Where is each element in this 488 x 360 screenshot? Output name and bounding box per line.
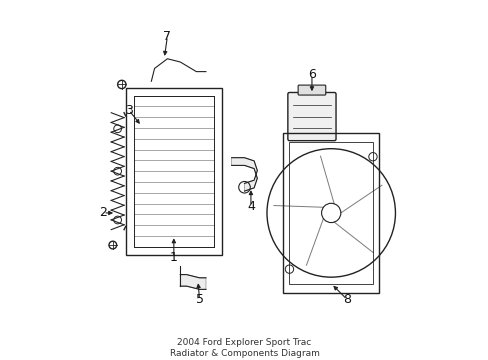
Text: 7: 7 xyxy=(163,30,171,43)
FancyBboxPatch shape xyxy=(287,93,335,141)
Text: 2: 2 xyxy=(99,206,107,220)
Polygon shape xyxy=(180,275,205,289)
Text: 6: 6 xyxy=(307,68,315,81)
Text: 5: 5 xyxy=(195,293,203,306)
Text: 4: 4 xyxy=(246,200,254,213)
Text: 3: 3 xyxy=(124,104,133,117)
Text: 8: 8 xyxy=(343,293,350,306)
Text: 1: 1 xyxy=(169,251,178,264)
FancyBboxPatch shape xyxy=(298,85,325,95)
Polygon shape xyxy=(231,158,257,191)
Text: 2004 Ford Explorer Sport Trac
Radiator & Components Diagram: 2004 Ford Explorer Sport Trac Radiator &… xyxy=(169,338,319,357)
